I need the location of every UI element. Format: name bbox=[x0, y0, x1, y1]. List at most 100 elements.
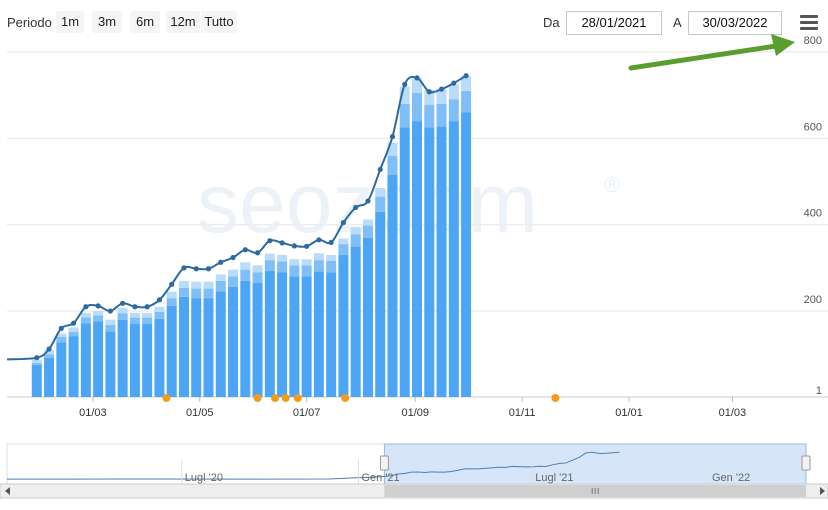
y-tick-label: 1 bbox=[816, 385, 822, 397]
line-point bbox=[291, 243, 297, 249]
from-date-input[interactable]: 28/01/2021 bbox=[566, 11, 662, 35]
bar-segment bbox=[362, 225, 373, 238]
bar-segment bbox=[166, 298, 177, 306]
bar-segment bbox=[399, 103, 410, 128]
line-point bbox=[389, 134, 396, 140]
bar-segment bbox=[191, 288, 202, 299]
bar-segment bbox=[215, 280, 226, 292]
to-date-input[interactable]: 30/03/2022 bbox=[688, 11, 782, 35]
range-button-12m[interactable]: 12m bbox=[166, 11, 200, 33]
x-tick-label: 01/09 bbox=[401, 407, 429, 419]
line-point bbox=[205, 266, 212, 272]
bar-segment bbox=[326, 272, 337, 397]
bar-segment bbox=[326, 260, 337, 273]
line-point bbox=[46, 346, 52, 352]
bar-segment bbox=[264, 270, 275, 397]
range-button-all[interactable]: Tutto bbox=[201, 11, 237, 33]
line-point bbox=[365, 198, 371, 204]
line-point bbox=[451, 80, 457, 86]
bar-segment bbox=[105, 319, 116, 325]
bar-segment bbox=[436, 103, 447, 127]
navigator-handle[interactable] bbox=[379, 455, 389, 471]
bar-segment bbox=[166, 291, 177, 299]
line-point bbox=[34, 355, 40, 361]
bar-segment bbox=[387, 155, 398, 175]
bar-segment bbox=[142, 317, 153, 325]
line-point bbox=[95, 303, 101, 309]
line-point bbox=[316, 237, 322, 243]
line-point bbox=[377, 166, 383, 173]
bar-segment bbox=[44, 349, 55, 355]
bar-segment bbox=[289, 276, 300, 397]
range-button-6m[interactable]: 6m bbox=[130, 11, 160, 33]
line-point bbox=[58, 325, 64, 331]
bar-segment bbox=[412, 77, 423, 94]
bar-segment bbox=[277, 254, 288, 262]
bar-segment bbox=[461, 75, 472, 91]
bar-segment bbox=[191, 298, 202, 397]
bar-segment bbox=[424, 89, 435, 105]
bar-segment bbox=[80, 312, 91, 318]
event-marker bbox=[271, 394, 280, 402]
bar-segment bbox=[289, 259, 300, 266]
from-label: Da bbox=[543, 15, 560, 30]
bar-segment bbox=[154, 318, 165, 397]
bar-segment bbox=[129, 317, 140, 325]
bar-segment bbox=[436, 89, 447, 104]
period-label: Periodo bbox=[7, 15, 52, 30]
bar-segment bbox=[240, 280, 251, 397]
bar-segment bbox=[31, 359, 42, 363]
bar-segment bbox=[178, 296, 189, 397]
navigator-handle[interactable] bbox=[801, 455, 811, 471]
bar-segment bbox=[264, 260, 275, 271]
bar-segment bbox=[56, 336, 67, 343]
bar-segment bbox=[277, 261, 288, 273]
bar-segment bbox=[31, 365, 42, 397]
bar-segment bbox=[203, 281, 214, 289]
line-point bbox=[353, 204, 359, 211]
bar-segment bbox=[362, 237, 373, 397]
bar-segment bbox=[313, 271, 324, 397]
bar-segment bbox=[68, 331, 79, 337]
bar-segment bbox=[178, 287, 189, 297]
bar-segment bbox=[338, 254, 349, 397]
line-point bbox=[402, 81, 408, 87]
y-tick-label: 600 bbox=[804, 121, 822, 133]
event-marker bbox=[551, 394, 560, 402]
line-point bbox=[328, 239, 334, 246]
navigator-line bbox=[6, 451, 620, 480]
bar-segment bbox=[412, 121, 423, 397]
event-marker bbox=[293, 394, 302, 402]
line-point bbox=[169, 281, 175, 287]
bar-segment bbox=[228, 276, 239, 287]
bar-segment bbox=[252, 265, 263, 273]
line-point bbox=[438, 86, 445, 92]
bar-segment bbox=[313, 260, 324, 272]
range-button-3m[interactable]: 3m bbox=[92, 11, 122, 33]
event-markers bbox=[162, 394, 560, 402]
line-point bbox=[120, 300, 126, 306]
bar-segment bbox=[301, 259, 312, 266]
bar-segment bbox=[117, 308, 128, 314]
line-point bbox=[304, 243, 310, 249]
bar-segment bbox=[105, 331, 116, 397]
registered-mark: ® bbox=[604, 172, 620, 197]
event-marker bbox=[281, 394, 290, 402]
bar-segment bbox=[375, 188, 386, 197]
y-tick-label: 200 bbox=[804, 294, 822, 306]
line-point bbox=[230, 254, 236, 261]
bar-segment bbox=[301, 265, 312, 277]
line-point bbox=[414, 75, 420, 81]
growth-arrow-shaft bbox=[628, 43, 779, 71]
bar-segment bbox=[301, 276, 312, 397]
range-button-1m[interactable]: 1m bbox=[56, 11, 84, 33]
y-tick-label: 800 bbox=[804, 35, 822, 47]
bar-segment bbox=[277, 272, 288, 397]
scroll-left-arrow-icon[interactable] bbox=[5, 487, 10, 495]
bar-segment bbox=[387, 142, 398, 156]
hamburger-menu-icon[interactable] bbox=[800, 15, 818, 31]
line-point bbox=[83, 304, 89, 310]
line-point bbox=[242, 247, 248, 253]
navigator-label: Lugl '21 bbox=[535, 472, 573, 484]
scroll-right-arrow-icon[interactable] bbox=[820, 487, 825, 495]
